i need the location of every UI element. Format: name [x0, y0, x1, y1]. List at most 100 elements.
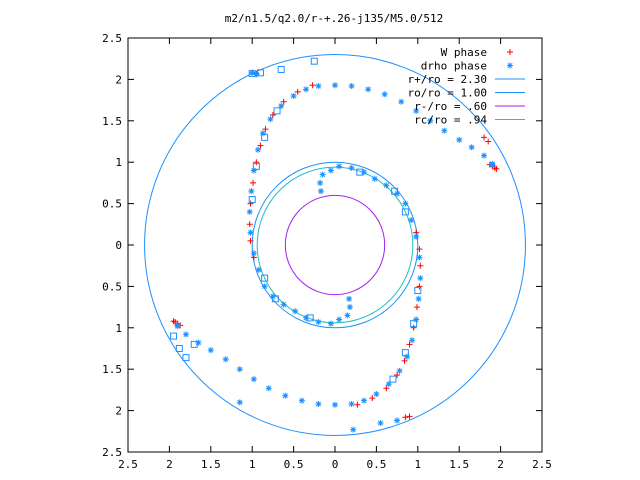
x-tick-label: 0 [332, 458, 339, 471]
data-point [369, 395, 376, 402]
data-point [416, 254, 423, 261]
data-point [415, 295, 422, 302]
x-tick-label: 2.5 [118, 458, 138, 471]
y-tick-label: 2 [115, 73, 122, 86]
data-point [336, 163, 343, 170]
data-point [396, 367, 403, 374]
data-point [332, 401, 338, 408]
legend-swatch [507, 49, 513, 55]
data-point [413, 316, 420, 323]
x-tick-label: 2 [497, 458, 504, 471]
data-point [381, 91, 388, 98]
data-point [348, 83, 355, 90]
data-point [250, 179, 257, 186]
legend-label: rc/ro = .94 [414, 114, 487, 127]
data-point [282, 392, 289, 399]
data-point [250, 167, 257, 174]
data-point [441, 127, 448, 134]
data-point [413, 304, 420, 311]
data-point [350, 426, 357, 433]
data-point [385, 381, 392, 388]
data-point [236, 366, 243, 373]
data-point [170, 318, 177, 325]
radius-circle [144, 54, 526, 436]
data-point [310, 57, 318, 65]
data-point [336, 316, 343, 323]
data-point [254, 146, 261, 153]
data-point [174, 322, 181, 329]
radius-circle [251, 161, 419, 329]
series-1 [174, 69, 496, 433]
data-point [383, 182, 390, 189]
data-point [406, 341, 413, 348]
data-point [280, 98, 287, 105]
data-point [261, 283, 268, 290]
data-point [319, 171, 326, 178]
y-tick-label: 2.5 [102, 446, 122, 459]
chart-title: m2/n1.5/q2.0/r-+.26-j135/M5.0/512 [225, 12, 444, 25]
data-point [489, 161, 496, 168]
data-point [265, 385, 272, 392]
radius-circles [144, 54, 526, 436]
data-point [485, 138, 492, 145]
data-point [394, 371, 401, 378]
legend-label: W phase [441, 46, 487, 59]
data-point [170, 332, 178, 340]
radius-circle [284, 194, 386, 296]
data-point [404, 353, 411, 360]
data-point [408, 217, 415, 224]
axis-ticks: 2.5 2 1.5 1 0.5 0 0.5 1 1.5 2 2.52.521.510.500.511… [102, 32, 552, 471]
y-tick-label: 1.5 [102, 363, 122, 376]
data-point [356, 168, 364, 176]
data-point [409, 337, 416, 344]
data-point [261, 274, 269, 282]
data-point [344, 312, 351, 319]
data-point [468, 144, 475, 151]
data-point [303, 314, 310, 321]
data-point [303, 86, 310, 93]
data-point [394, 417, 401, 424]
y-tick-label: 0.5 [102, 280, 122, 293]
data-point [315, 83, 322, 90]
radius-circle [256, 166, 414, 324]
data-point [481, 152, 488, 159]
data-point [248, 195, 256, 203]
data-point [383, 385, 390, 392]
data-point [175, 345, 183, 352]
y-tick-label: 1 [115, 322, 122, 335]
series-2 [170, 57, 422, 383]
data-point [250, 376, 257, 383]
data-point [247, 200, 254, 207]
data-point [253, 71, 260, 78]
data-point [417, 262, 424, 269]
data-point [262, 126, 269, 133]
data-point [257, 142, 264, 149]
data-points [170, 57, 500, 433]
data-point [317, 188, 324, 195]
legend-label: ro/ro = 1.00 [408, 87, 487, 100]
data-point [413, 233, 420, 240]
data-point [346, 304, 353, 311]
data-point [401, 357, 408, 364]
data-point [401, 349, 409, 357]
data-point [427, 117, 434, 124]
legend-label: drho phase [421, 60, 487, 73]
data-point [292, 308, 299, 315]
y-tick-label: 2.5 [102, 32, 122, 45]
data-point [398, 98, 405, 105]
x-tick-label: 0.5 [284, 458, 304, 471]
data-point [373, 391, 380, 398]
data-point [416, 283, 423, 290]
data-point [309, 82, 316, 89]
data-point [332, 82, 338, 89]
y-tick-label: 2 [115, 405, 122, 418]
data-point [294, 88, 301, 95]
data-point [256, 69, 264, 77]
data-point [402, 414, 409, 421]
data-point [348, 164, 355, 171]
data-point [315, 400, 322, 407]
y-tick-label: 1.5 [102, 115, 122, 128]
data-point [246, 221, 253, 228]
